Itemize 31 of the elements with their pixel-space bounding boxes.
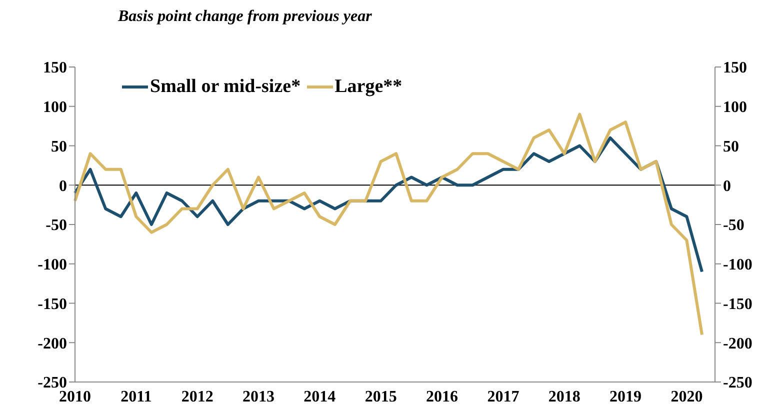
x-tick-label: 2011 bbox=[120, 388, 152, 406]
x-tick-label: 2019 bbox=[610, 388, 642, 406]
x-tick-label: 2017 bbox=[487, 388, 520, 406]
y2-tick-label: -150 bbox=[723, 296, 752, 313]
y2-tick-label: -50 bbox=[723, 217, 744, 234]
y-tick-label: 50 bbox=[51, 138, 67, 156]
y2-tick-label: 50 bbox=[723, 138, 739, 156]
y-tick-label: -50 bbox=[46, 217, 67, 234]
y-tick-label: 100 bbox=[43, 99, 67, 116]
y2-tick-label: 150 bbox=[723, 60, 747, 77]
y2-tick-label: 100 bbox=[723, 99, 747, 116]
x-tick-label: 2013 bbox=[242, 388, 275, 406]
x-tick-label: 2015 bbox=[364, 388, 397, 406]
x-tick-label: 2014 bbox=[304, 388, 336, 406]
y2-tick-label: -250 bbox=[723, 374, 752, 392]
y-tick-label: -100 bbox=[38, 256, 67, 274]
y2-tick-label: 0 bbox=[723, 178, 731, 195]
chart-title: Basis point change from previous year bbox=[118, 8, 372, 26]
y-tick-label: -200 bbox=[38, 335, 67, 352]
y2-tick-label: -100 bbox=[723, 256, 752, 274]
y-tick-label: -150 bbox=[38, 296, 67, 313]
y-tick-label: 150 bbox=[43, 60, 67, 77]
x-tick-label: 2020 bbox=[670, 388, 703, 406]
x-tick-label: 2016 bbox=[426, 388, 458, 406]
legend-label: Small or mid-size* bbox=[150, 76, 301, 98]
legend-label: Large** bbox=[334, 76, 402, 98]
line-series bbox=[74, 112, 704, 336]
y-tick-label: 0 bbox=[59, 178, 67, 195]
x-tick-label: 2012 bbox=[181, 388, 214, 406]
x-tick-label: 2018 bbox=[548, 388, 580, 406]
y2-tick-label: -200 bbox=[723, 335, 752, 352]
